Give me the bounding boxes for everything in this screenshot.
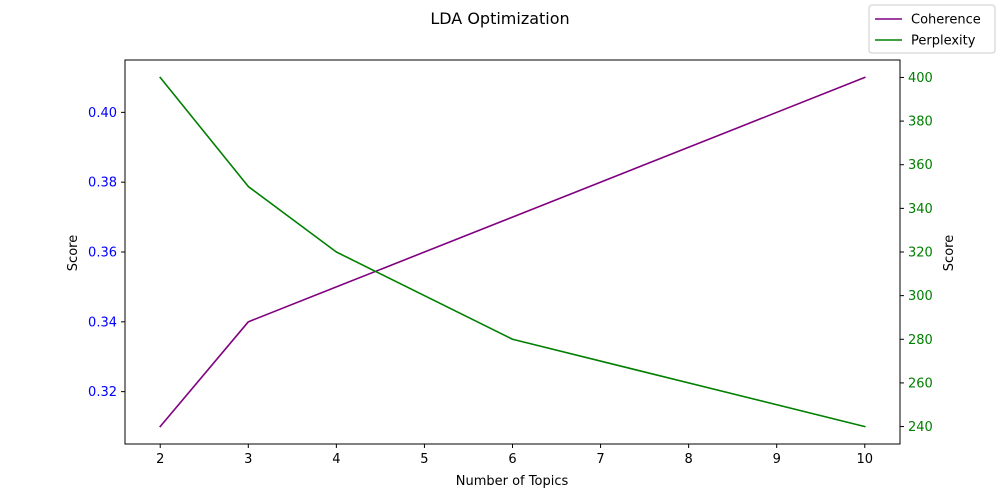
y-right-tick-label: 380 [908,115,933,130]
y-left-tick-label: 0.40 [88,106,117,121]
plot-frame [124,59,901,445]
chart-title: LDA Optimization [430,9,569,28]
y-right-tick-label: 400 [908,71,933,86]
y-right-tick-label: 260 [908,376,933,391]
x-tick-label: 7 [596,452,604,467]
legend-box [868,4,996,54]
y-axis-label-right: Score [942,235,957,271]
y-left-tick-label: 0.36 [88,246,117,261]
x-tick-label: 8 [684,452,692,467]
x-tick-label: 6 [508,452,516,467]
plot-area: 2 3 4 5 6 7 8 9 10 0.32 0.34 0.36 0.38 0.40 240 260 280 3… [88,59,933,467]
y-right-tick-label: 280 [908,333,933,348]
y-axis-label-left: Score [66,235,81,271]
legend-label-coherence: Coherence [911,13,981,28]
x-tick-label: 4 [332,452,340,467]
x-tick-label: 9 [773,452,781,467]
y-left-tick-label: 0.38 [88,176,117,191]
x-tick-label: 2 [156,452,164,467]
y-right-tick-label: 340 [908,202,933,217]
legend-label-perplexity: Perplexity [911,34,976,49]
legend: Coherence Perplexity [868,4,996,54]
x-tick-label: 10 [856,452,873,467]
y-left-tick-label: 0.32 [88,385,117,400]
y-right-tick-label: 240 [908,420,933,435]
x-tick-label: 3 [244,452,252,467]
x-tick-label: 5 [420,452,428,467]
y-left-tick-label: 0.34 [88,315,117,330]
y-right-tick-label: 300 [908,289,933,304]
x-axis-label: Number of Topics [456,474,569,489]
series-line-perplexity [159,76,866,428]
y-right-tick-label: 360 [908,158,933,173]
series-line-coherence [159,76,866,428]
y-right-tick-label: 320 [908,246,933,261]
